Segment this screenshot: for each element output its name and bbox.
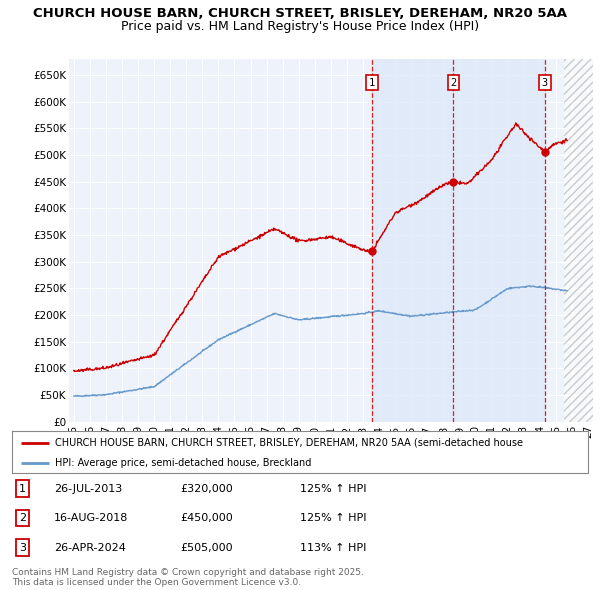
- Text: Price paid vs. HM Land Registry's House Price Index (HPI): Price paid vs. HM Land Registry's House …: [121, 20, 479, 33]
- Text: 125% ↑ HPI: 125% ↑ HPI: [300, 513, 367, 523]
- Text: £320,000: £320,000: [180, 484, 233, 493]
- Bar: [454, 59, 545, 422]
- Text: 26-JUL-2013: 26-JUL-2013: [54, 484, 122, 493]
- Text: Contains HM Land Registry data © Crown copyright and database right 2025.
This d: Contains HM Land Registry data © Crown c…: [12, 568, 364, 587]
- Text: 113% ↑ HPI: 113% ↑ HPI: [300, 543, 367, 552]
- Text: 26-APR-2024: 26-APR-2024: [54, 543, 126, 552]
- Text: CHURCH HOUSE BARN, CHURCH STREET, BRISLEY, DEREHAM, NR20 5AA (semi-detached hous: CHURCH HOUSE BARN, CHURCH STREET, BRISLE…: [55, 438, 523, 448]
- Text: 125% ↑ HPI: 125% ↑ HPI: [300, 484, 367, 493]
- Text: CHURCH HOUSE BARN, CHURCH STREET, BRISLEY, DEREHAM, NR20 5AA: CHURCH HOUSE BARN, CHURCH STREET, BRISLE…: [33, 7, 567, 20]
- Text: 1: 1: [369, 78, 376, 87]
- Text: 3: 3: [542, 78, 548, 87]
- Text: HPI: Average price, semi-detached house, Breckland: HPI: Average price, semi-detached house,…: [55, 458, 311, 467]
- Text: £505,000: £505,000: [180, 543, 233, 552]
- Bar: [564, 59, 600, 422]
- Text: 16-AUG-2018: 16-AUG-2018: [54, 513, 128, 523]
- Text: 1: 1: [19, 484, 26, 493]
- Text: 2: 2: [19, 513, 26, 523]
- Bar: [372, 59, 454, 422]
- Text: 2: 2: [450, 78, 457, 87]
- Text: 3: 3: [19, 543, 26, 552]
- Text: £450,000: £450,000: [180, 513, 233, 523]
